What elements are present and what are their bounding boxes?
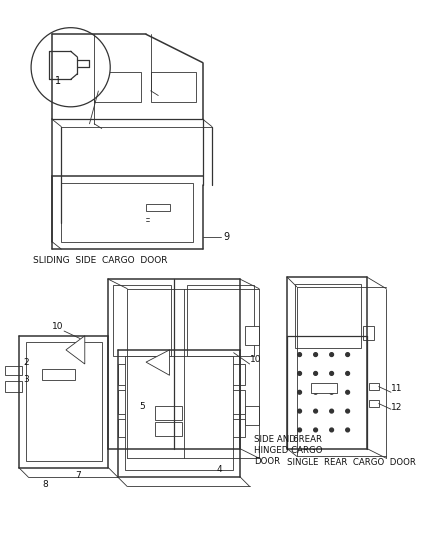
- Text: SINGLE  REAR  CARGO  DOOR: SINGLE REAR CARGO DOOR: [287, 458, 416, 467]
- Polygon shape: [155, 406, 182, 419]
- Text: 10: 10: [250, 355, 261, 364]
- Text: 9: 9: [223, 232, 230, 242]
- Circle shape: [346, 409, 350, 413]
- Polygon shape: [245, 326, 259, 345]
- Polygon shape: [188, 390, 245, 414]
- Circle shape: [346, 428, 350, 432]
- Polygon shape: [125, 357, 233, 470]
- Circle shape: [298, 390, 301, 394]
- Text: 11: 11: [391, 384, 403, 393]
- Circle shape: [346, 372, 350, 375]
- Circle shape: [330, 428, 333, 432]
- Text: 7: 7: [75, 471, 81, 480]
- Circle shape: [314, 428, 318, 432]
- Circle shape: [298, 409, 301, 413]
- Polygon shape: [155, 423, 182, 435]
- Text: DOOR: DOOR: [254, 457, 280, 466]
- Circle shape: [298, 353, 301, 357]
- Circle shape: [330, 390, 333, 394]
- Text: 1: 1: [55, 76, 61, 86]
- Polygon shape: [26, 342, 102, 461]
- Polygon shape: [113, 285, 171, 356]
- Polygon shape: [363, 326, 374, 341]
- Circle shape: [314, 353, 318, 357]
- Polygon shape: [369, 383, 379, 390]
- Polygon shape: [118, 364, 165, 385]
- Polygon shape: [118, 418, 165, 438]
- Polygon shape: [245, 406, 259, 425]
- Polygon shape: [188, 418, 245, 438]
- Circle shape: [314, 409, 318, 413]
- Circle shape: [330, 372, 333, 375]
- Polygon shape: [187, 285, 254, 356]
- Polygon shape: [151, 72, 196, 102]
- Circle shape: [314, 390, 318, 394]
- Polygon shape: [42, 369, 75, 380]
- Text: 12: 12: [391, 403, 403, 412]
- Circle shape: [298, 372, 301, 375]
- Text: HINGED CARGO: HINGED CARGO: [254, 446, 323, 455]
- Text: 5: 5: [139, 402, 145, 411]
- Text: SLIDING  SIDE  CARGO  DOOR: SLIDING SIDE CARGO DOOR: [33, 256, 167, 265]
- Polygon shape: [66, 336, 85, 364]
- Polygon shape: [188, 364, 245, 385]
- Polygon shape: [295, 284, 361, 348]
- Circle shape: [298, 428, 301, 432]
- Polygon shape: [61, 183, 193, 241]
- Polygon shape: [118, 390, 165, 414]
- Circle shape: [314, 372, 318, 375]
- Circle shape: [330, 353, 333, 357]
- Text: 4: 4: [217, 465, 223, 474]
- Polygon shape: [146, 350, 170, 375]
- Circle shape: [346, 353, 350, 357]
- Text: 8: 8: [42, 480, 48, 489]
- Text: 6: 6: [292, 435, 298, 444]
- Polygon shape: [146, 204, 170, 212]
- Text: SIDE AND REAR: SIDE AND REAR: [254, 435, 322, 444]
- Circle shape: [330, 409, 333, 413]
- Polygon shape: [311, 383, 337, 393]
- Circle shape: [31, 28, 110, 107]
- Polygon shape: [5, 366, 21, 375]
- Polygon shape: [5, 381, 21, 392]
- Text: 2: 2: [24, 358, 29, 367]
- Text: 10: 10: [52, 322, 64, 331]
- Text: 3: 3: [24, 375, 29, 384]
- Circle shape: [346, 390, 350, 394]
- Polygon shape: [369, 400, 379, 407]
- Polygon shape: [94, 72, 141, 102]
